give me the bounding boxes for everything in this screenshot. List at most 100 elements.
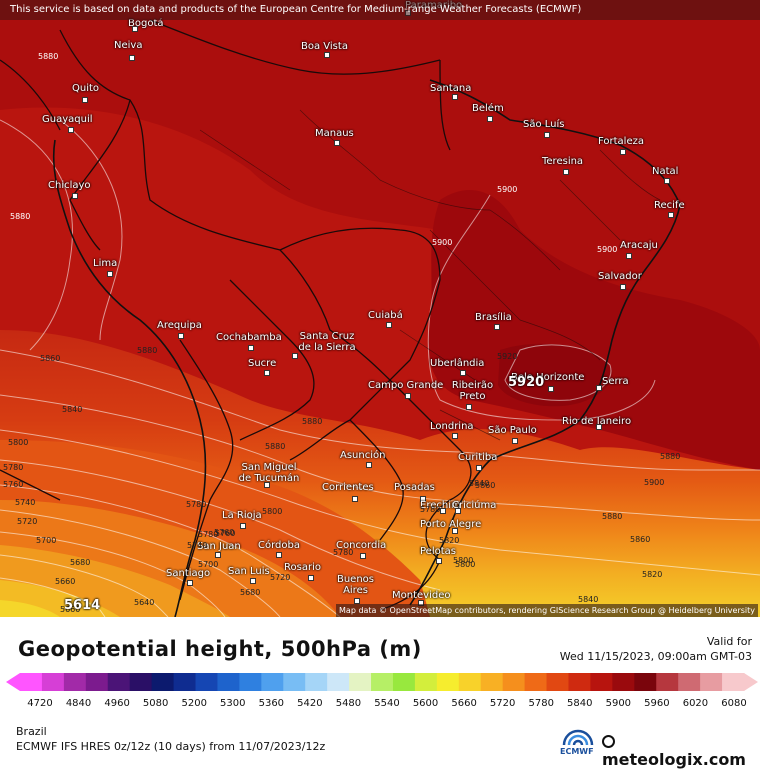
city-marker-buenos-aires[interactable] <box>354 598 360 604</box>
scale-tick-label: 5600 <box>412 698 439 709</box>
city-marker-santana[interactable] <box>452 94 458 100</box>
city-marker-asuncion[interactable] <box>366 462 372 468</box>
city-label-san-miguel-de-tucuman: San Miguel de Tucumán <box>238 462 300 484</box>
city-marker-rio-de-janeiro[interactable] <box>596 424 602 430</box>
contour-label: 5720 <box>17 517 38 526</box>
city-marker-campo-grande[interactable] <box>405 393 411 399</box>
city-marker-salvador[interactable] <box>620 284 626 290</box>
city-marker-aracaju[interactable] <box>626 253 632 259</box>
scale-tick-label: 5720 <box>489 698 516 709</box>
contour-label: 5900 <box>432 238 453 247</box>
city-label-recife: Recife <box>654 200 685 211</box>
city-marker-cuiaba[interactable] <box>386 322 392 328</box>
city-label-quito: Quito <box>72 83 100 94</box>
city-label-aracaju: Aracaju <box>620 240 658 251</box>
city-label-concordia: Concordia <box>336 540 387 551</box>
scale-swatch <box>63 673 87 691</box>
city-label-cochabamba: Cochabamba <box>216 332 282 343</box>
scale-swatch <box>261 673 284 691</box>
city-marker-natal[interactable] <box>664 178 670 184</box>
scale-tick-label: 6020 <box>682 698 709 709</box>
contour-label: 5760 <box>214 528 235 537</box>
valid-date: Wed 11/15/2023, 09:00am GMT-03 <box>559 650 752 663</box>
city-marker-serra[interactable] <box>596 385 602 391</box>
city-marker-belo-horizonte[interactable] <box>548 386 554 392</box>
city-label-cordoba: Córdoba <box>258 540 300 551</box>
city-marker-ribeirao-preto[interactable] <box>466 404 472 410</box>
city-marker-boa-vista[interactable] <box>324 52 330 58</box>
scale-swatch <box>239 673 262 691</box>
map-attribution[interactable]: Map data © OpenStreetMap contributors, r… <box>336 604 758 617</box>
contour-label: 5680 <box>240 588 261 597</box>
city-marker-belem[interactable] <box>487 116 493 122</box>
city-marker-santiago[interactable] <box>187 580 193 586</box>
city-marker-corrientes[interactable] <box>352 496 358 502</box>
city-marker-curitiba[interactable] <box>476 465 482 471</box>
meteologix-logo[interactable]: meteologix.com <box>602 731 760 769</box>
city-marker-san-luis[interactable] <box>250 578 256 584</box>
city-marker-cordoba[interactable] <box>276 552 282 558</box>
scale-tick-label: 5360 <box>258 698 285 709</box>
city-marker-uberlandia[interactable] <box>460 370 466 376</box>
city-marker-fortaleza[interactable] <box>620 149 626 155</box>
scale-swatch <box>700 673 723 691</box>
city-marker-pelotas[interactable] <box>436 558 442 564</box>
scale-arrow-right <box>744 673 758 691</box>
city-marker-brasilia[interactable] <box>494 324 500 330</box>
city-marker-san-miguel-de-tucuman[interactable] <box>264 482 270 488</box>
scale-swatch <box>107 673 131 691</box>
city-marker-san-juan[interactable] <box>215 552 221 558</box>
city-marker-erechim[interactable] <box>440 508 446 514</box>
ecmwf-logo[interactable]: ECMWF <box>560 727 596 757</box>
city-marker-neiva[interactable] <box>129 55 135 61</box>
city-marker-la-rioja[interactable] <box>240 523 246 529</box>
legend-panel: Geopotential height, 500hPa (m) Valid fo… <box>0 617 760 769</box>
city-marker-criciuma[interactable] <box>455 508 461 514</box>
contour-label: 5880 <box>265 442 286 451</box>
city-marker-posadas[interactable] <box>420 496 426 502</box>
contour-label: 5880 <box>302 417 323 426</box>
city-label-san-juan: San Juan <box>197 541 241 552</box>
city-label-rosario: Rosario <box>284 562 321 573</box>
city-label-rio-de-janeiro: Rio de Janeiro <box>562 416 632 427</box>
scale-swatch <box>20 673 43 691</box>
city-marker-guayaquil[interactable] <box>68 127 74 133</box>
city-label-santa-cruz-de-la-sierra: Santa Cruz de la Sierra <box>298 331 356 353</box>
city-label-chiclayo: Chiclayo <box>48 180 91 191</box>
city-marker-santa-cruz-de-la-sierra[interactable] <box>292 353 298 359</box>
city-label-sucre: Sucre <box>248 358 277 369</box>
city-marker-rosario[interactable] <box>308 575 314 581</box>
contour-label: 5660 <box>55 577 76 586</box>
contour-label: 5780 <box>198 530 219 539</box>
city-marker-londrina[interactable] <box>452 433 458 439</box>
city-marker-sucre[interactable] <box>264 370 270 376</box>
contour-label: 5840 <box>62 405 83 414</box>
ecmwf-banner: This service is based on data and produc… <box>0 0 760 20</box>
contour-label: 5900 <box>497 185 518 194</box>
scale-tick-label: 5660 <box>451 698 477 709</box>
scale-swatch <box>568 673 591 691</box>
city-marker-bogota[interactable] <box>132 26 138 32</box>
scale-tick-label: 5200 <box>181 698 207 709</box>
city-marker-lima[interactable] <box>107 271 113 277</box>
city-marker-quito[interactable] <box>82 97 88 103</box>
city-marker-concordia[interactable] <box>360 553 366 559</box>
city-marker-cochabamba[interactable] <box>248 345 254 351</box>
city-marker-recife[interactable] <box>668 212 674 218</box>
city-label-la-rioja: La Rioja <box>222 510 262 521</box>
contour-label: 5860 <box>475 481 496 490</box>
contour-label: 5640 <box>134 598 155 607</box>
scale-swatch <box>502 673 526 691</box>
ecmwf-logo-icon <box>562 729 594 746</box>
city-marker-porto-alegre[interactable] <box>452 528 458 534</box>
city-marker-manaus[interactable] <box>334 140 340 146</box>
contour-label: 5820 <box>439 536 460 545</box>
city-marker-teresina[interactable] <box>563 169 569 175</box>
city-marker-sao-paulo[interactable] <box>512 438 518 444</box>
city-marker-chiclayo[interactable] <box>72 193 78 199</box>
contour-label: 5900 <box>644 478 665 487</box>
city-marker-sao-luis[interactable] <box>544 132 550 138</box>
scale-swatch <box>458 673 482 691</box>
city-marker-arequipa[interactable] <box>178 333 184 339</box>
